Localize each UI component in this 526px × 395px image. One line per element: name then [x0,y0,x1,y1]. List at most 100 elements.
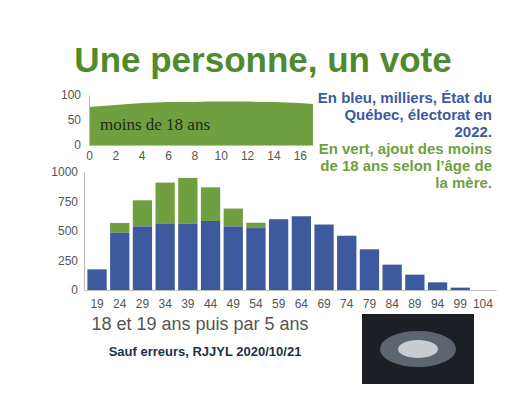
bar [201,187,220,221]
tick: 12 [241,145,255,163]
tick-label: 94 [431,297,445,311]
bar [110,232,129,290]
tick-label: 104 [473,297,493,311]
tick-label: 2 [113,149,120,163]
tick-label: 500 [58,224,78,238]
tick-label: 74 [340,297,354,311]
tick-label: 0 [86,149,93,163]
tick-label: 89 [408,297,422,311]
bar [110,223,129,232]
tick: 84 [385,290,399,311]
tick: 50 [68,113,89,127]
tick: 0 [71,283,84,297]
tick: 39 [181,290,195,311]
tick: 500 [58,224,84,238]
tick: 100 [61,88,89,102]
tick: 19 [90,290,104,311]
tick-label: 8 [192,149,199,163]
bar [269,219,288,290]
chart: 0501000246810121416moins de 18 ans025050… [0,0,526,395]
bar-plot [87,178,469,290]
bar [428,282,447,290]
tick-label: 44 [204,297,218,311]
tick: 16 [294,145,308,163]
bar [405,274,424,275]
tick-label: 50 [68,113,82,127]
tick-label: 49 [227,297,241,311]
tick-label: 750 [58,195,78,209]
bar [133,200,152,226]
tick: 2 [113,145,120,163]
tick-label: 4 [139,149,146,163]
tick-label: 1000 [51,165,78,179]
bar [178,224,197,290]
tick: 250 [58,254,84,268]
tick: 69 [317,290,331,311]
tick-label: 250 [58,254,78,268]
tick-label: 24 [113,297,127,311]
tick: 64 [295,290,309,311]
tick: 99 [454,290,468,311]
bar [360,249,379,250]
tick: 104 [473,290,493,311]
tick: 79 [363,290,377,311]
y-axis: 0 250 500 750 1000 [51,165,84,297]
tick-label: 10 [215,149,229,163]
tick-label: 34 [158,297,172,311]
photo-frame [362,314,474,384]
tick-label: 29 [136,297,150,311]
area-plot [89,102,313,146]
tick-label: 16 [294,149,308,163]
bar [405,275,424,290]
bar [383,264,402,265]
bar [87,269,106,270]
annotation: En vert, ajout des moinsde 18 ans selon … [319,140,492,191]
tick-label: 19 [90,297,104,311]
bar [133,226,152,290]
tick-label: 64 [295,297,309,311]
tick: 59 [272,290,286,311]
tick-label: 0 [71,283,78,297]
axis-line [90,145,314,146]
axis-line [85,290,497,291]
photo-detail [380,331,456,367]
tick: 89 [408,290,422,311]
bar [269,219,288,220]
credit: Sauf erreurs, RJJYL 2020/10/21 [109,344,302,359]
bar [292,216,311,290]
tick: 750 [58,195,84,209]
tick-label: 12 [241,149,255,163]
tick: 94 [431,290,445,311]
bar [314,224,333,225]
tick-label: 54 [249,297,263,311]
tick-label: 79 [363,297,377,311]
tick: 24 [113,290,127,311]
tick: 34 [158,290,172,311]
axis-line [84,173,85,291]
bar [337,236,356,290]
bar [201,221,220,290]
tick-label: 84 [385,297,399,311]
bar [246,223,265,228]
photo-detail [398,340,438,358]
bar [337,235,356,236]
y-axis: 0 50 100 [61,88,90,152]
tick-label: 0 [74,138,81,152]
tick-label: 99 [454,297,468,311]
tick: 29 [136,290,150,311]
bar [156,223,175,290]
x-label: 18 et 19 ans puis par 5 ans [91,314,308,334]
tick: 14 [267,145,281,163]
title: Une personne, un vote [74,40,451,79]
tick: 8 [192,145,199,163]
tick: 1000 [51,165,84,179]
photo [362,314,474,384]
tick: 0 [86,145,93,163]
bar [428,282,447,283]
axis-line [89,96,90,146]
annotation: moins de 18 ans [100,115,210,134]
bar [224,226,243,290]
tick-label: 69 [317,297,331,311]
x-axis: 0246810121416 [86,145,313,163]
bar [451,287,470,288]
